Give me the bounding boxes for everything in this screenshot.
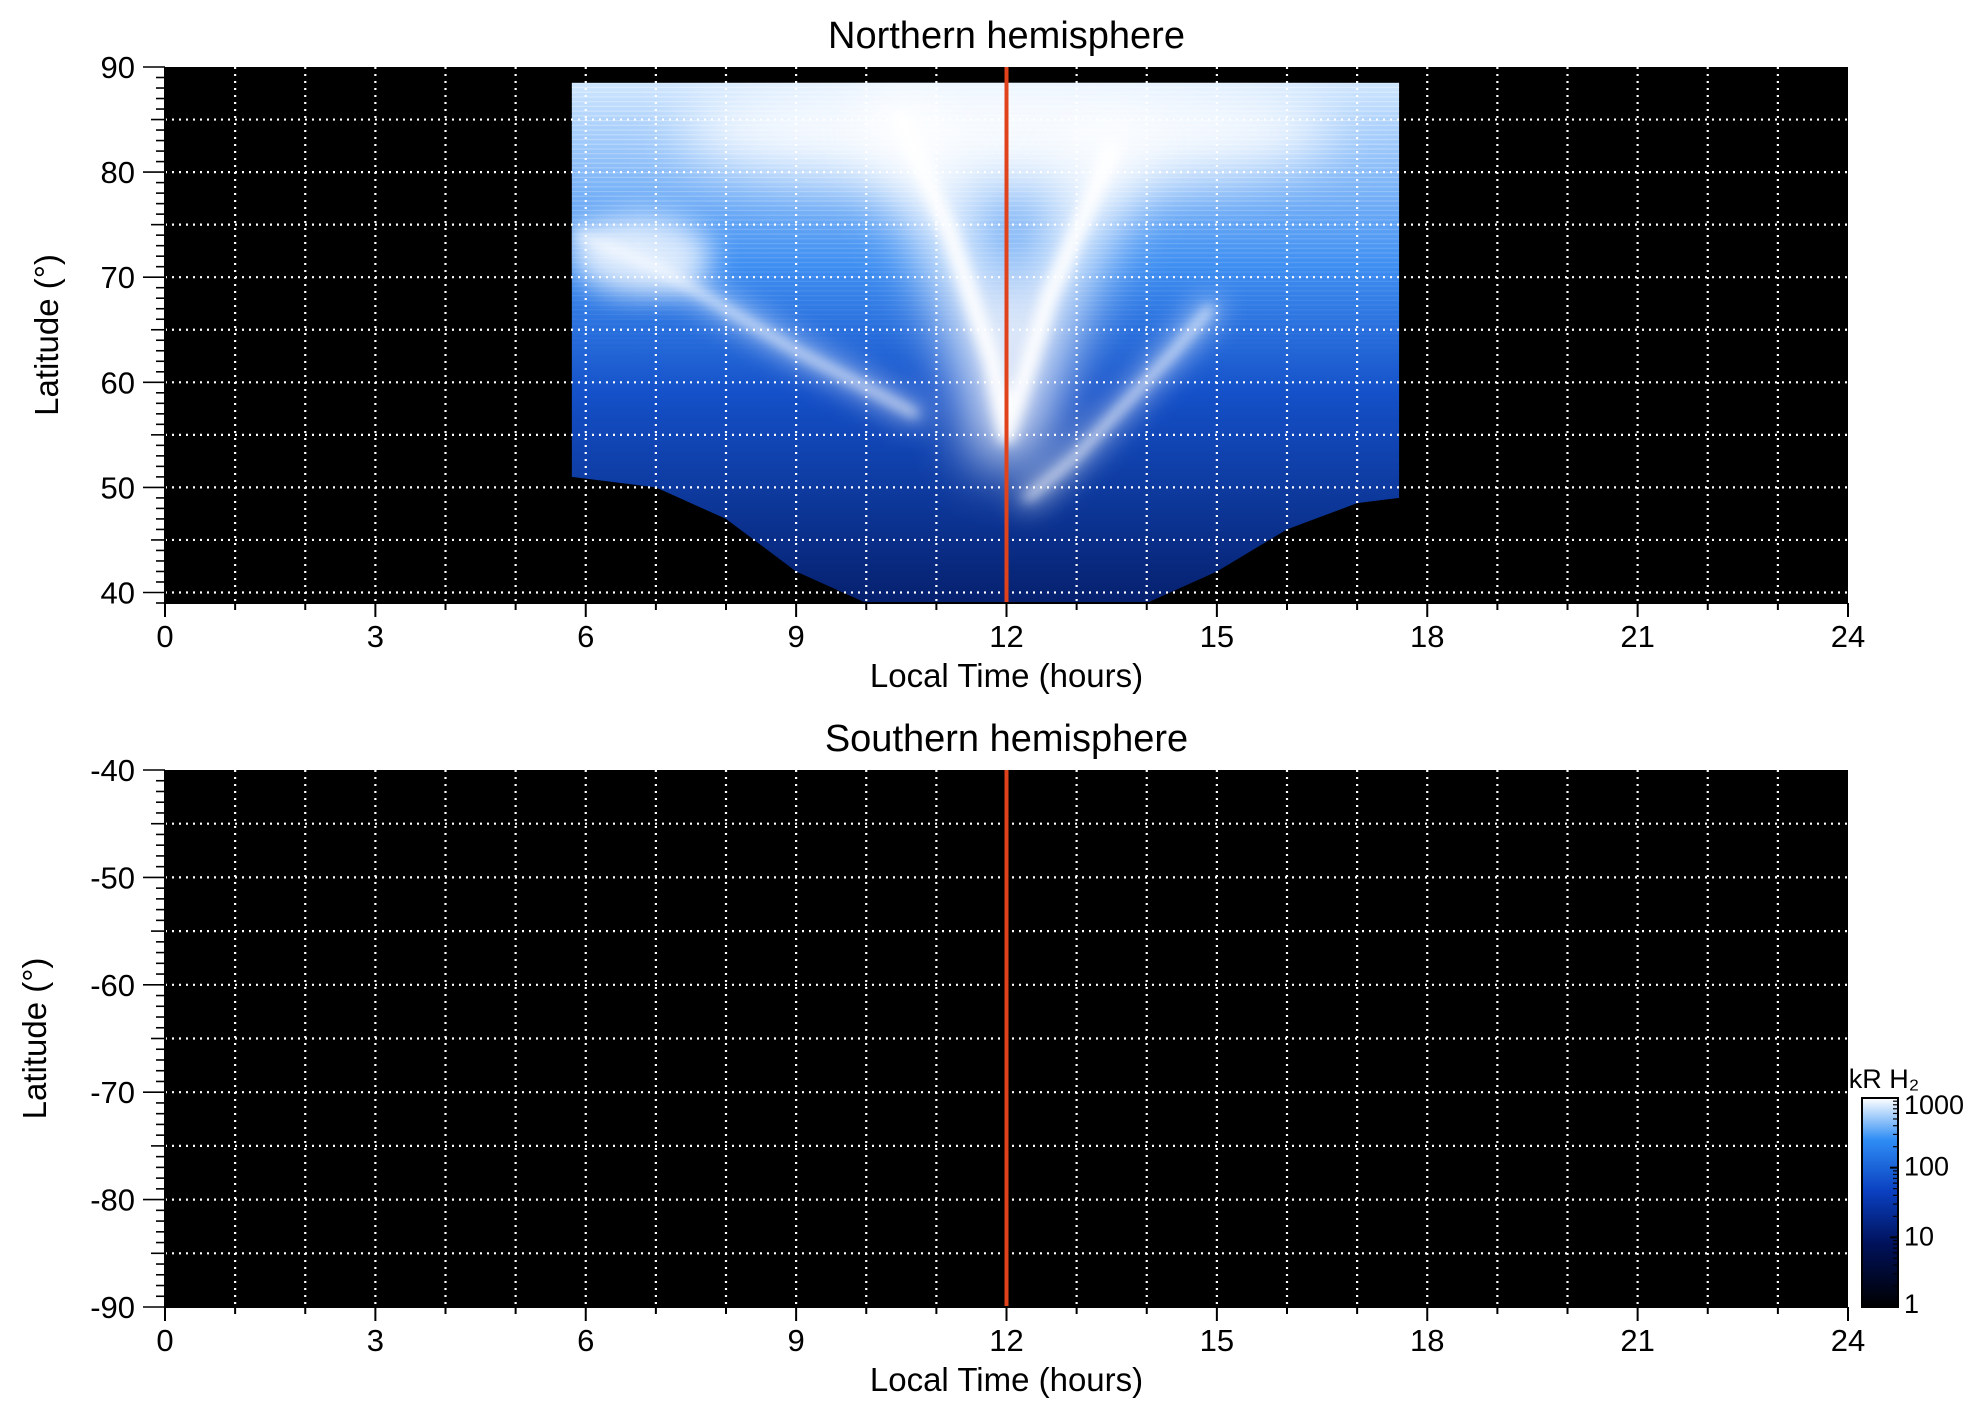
axes: [143, 66, 1849, 617]
x-tick-labels: 0 3 6 9 12 15 18 21 24: [156, 1323, 1865, 1358]
y-tick-label: -60: [90, 968, 135, 1003]
x-tick-label: 9: [788, 619, 805, 654]
colorbar-tick-label: 1: [1904, 1289, 1919, 1319]
x-tick-label: 0: [156, 1323, 173, 1358]
x-tick-label: 18: [1410, 1323, 1444, 1358]
x-tick-label: 0: [156, 619, 173, 654]
emission-cusp-region: [892, 110, 1121, 444]
y-tick-label: -40: [90, 753, 135, 788]
y-tick-label: 40: [101, 575, 135, 610]
x-tick-label: 18: [1410, 619, 1444, 654]
y-tick-label: 60: [101, 365, 135, 400]
x-tick-label: 15: [1200, 1323, 1234, 1358]
x-tick-label: 24: [1831, 619, 1865, 654]
y-tick-label: -90: [90, 1290, 135, 1325]
x-axis-label: Local Time (hours): [870, 1361, 1143, 1398]
colorbar: kR H₂ 1000 100 10 1: [1849, 1064, 1964, 1319]
x-tick-label: 21: [1620, 619, 1654, 654]
colorbar-gradient: [1861, 1097, 1899, 1308]
colorbar-tick-label: 100: [1904, 1152, 1949, 1182]
southern-hemisphere-panel: Southern hemisphere 0 3 6 9 12 15 18 21 24 -40 -5…: [16, 718, 1865, 1398]
panel-title: Southern hemisphere: [825, 718, 1188, 760]
y-tick-labels: -40 -50 -60 -70 -80 -90: [90, 753, 135, 1325]
x-tick-labels: 0 3 6 9 12 15 18 21 24: [156, 619, 1865, 654]
axes: [143, 769, 1849, 1321]
y-tick-label: -70: [90, 1075, 135, 1110]
y-tick-label: 50: [101, 470, 135, 505]
y-tick-label: -50: [90, 860, 135, 895]
y-axis-label: Latitude (°): [16, 958, 53, 1120]
colorbar-tick-label: 1000: [1904, 1090, 1964, 1120]
x-tick-label: 3: [367, 619, 384, 654]
x-axis-label: Local Time (hours): [870, 657, 1143, 694]
x-tick-label: 9: [788, 1323, 805, 1358]
x-tick-label: 12: [989, 619, 1023, 654]
y-tick-label: 70: [101, 260, 135, 295]
y-tick-label: 80: [101, 155, 135, 190]
colorbar-title: kR H₂: [1849, 1064, 1919, 1094]
y-axis-label: Latitude (°): [28, 254, 65, 416]
colorbar-tick-label: 10: [1904, 1221, 1934, 1251]
x-tick-label: 24: [1831, 1323, 1865, 1358]
y-tick-labels: 40 50 60 70 80 90: [101, 50, 135, 610]
x-tick-label: 6: [577, 619, 594, 654]
x-tick-label: 6: [577, 1323, 594, 1358]
x-tick-label: 15: [1200, 619, 1234, 654]
x-tick-label: 3: [367, 1323, 384, 1358]
emission-noon-arc: [1024, 305, 1213, 501]
colorbar-tick-labels: 1000 100 10 1: [1890, 1090, 1964, 1319]
x-tick-label: 21: [1620, 1323, 1654, 1358]
x-tick-label: 12: [989, 1323, 1023, 1358]
y-tick-label: -80: [90, 1183, 135, 1218]
northern-hemisphere-panel: Northern hemisphere 0 3 6 9 12 15 18 21 24 40 50 6…: [28, 15, 1865, 694]
y-tick-label: 90: [101, 50, 135, 85]
panel-title: Northern hemisphere: [828, 15, 1185, 57]
